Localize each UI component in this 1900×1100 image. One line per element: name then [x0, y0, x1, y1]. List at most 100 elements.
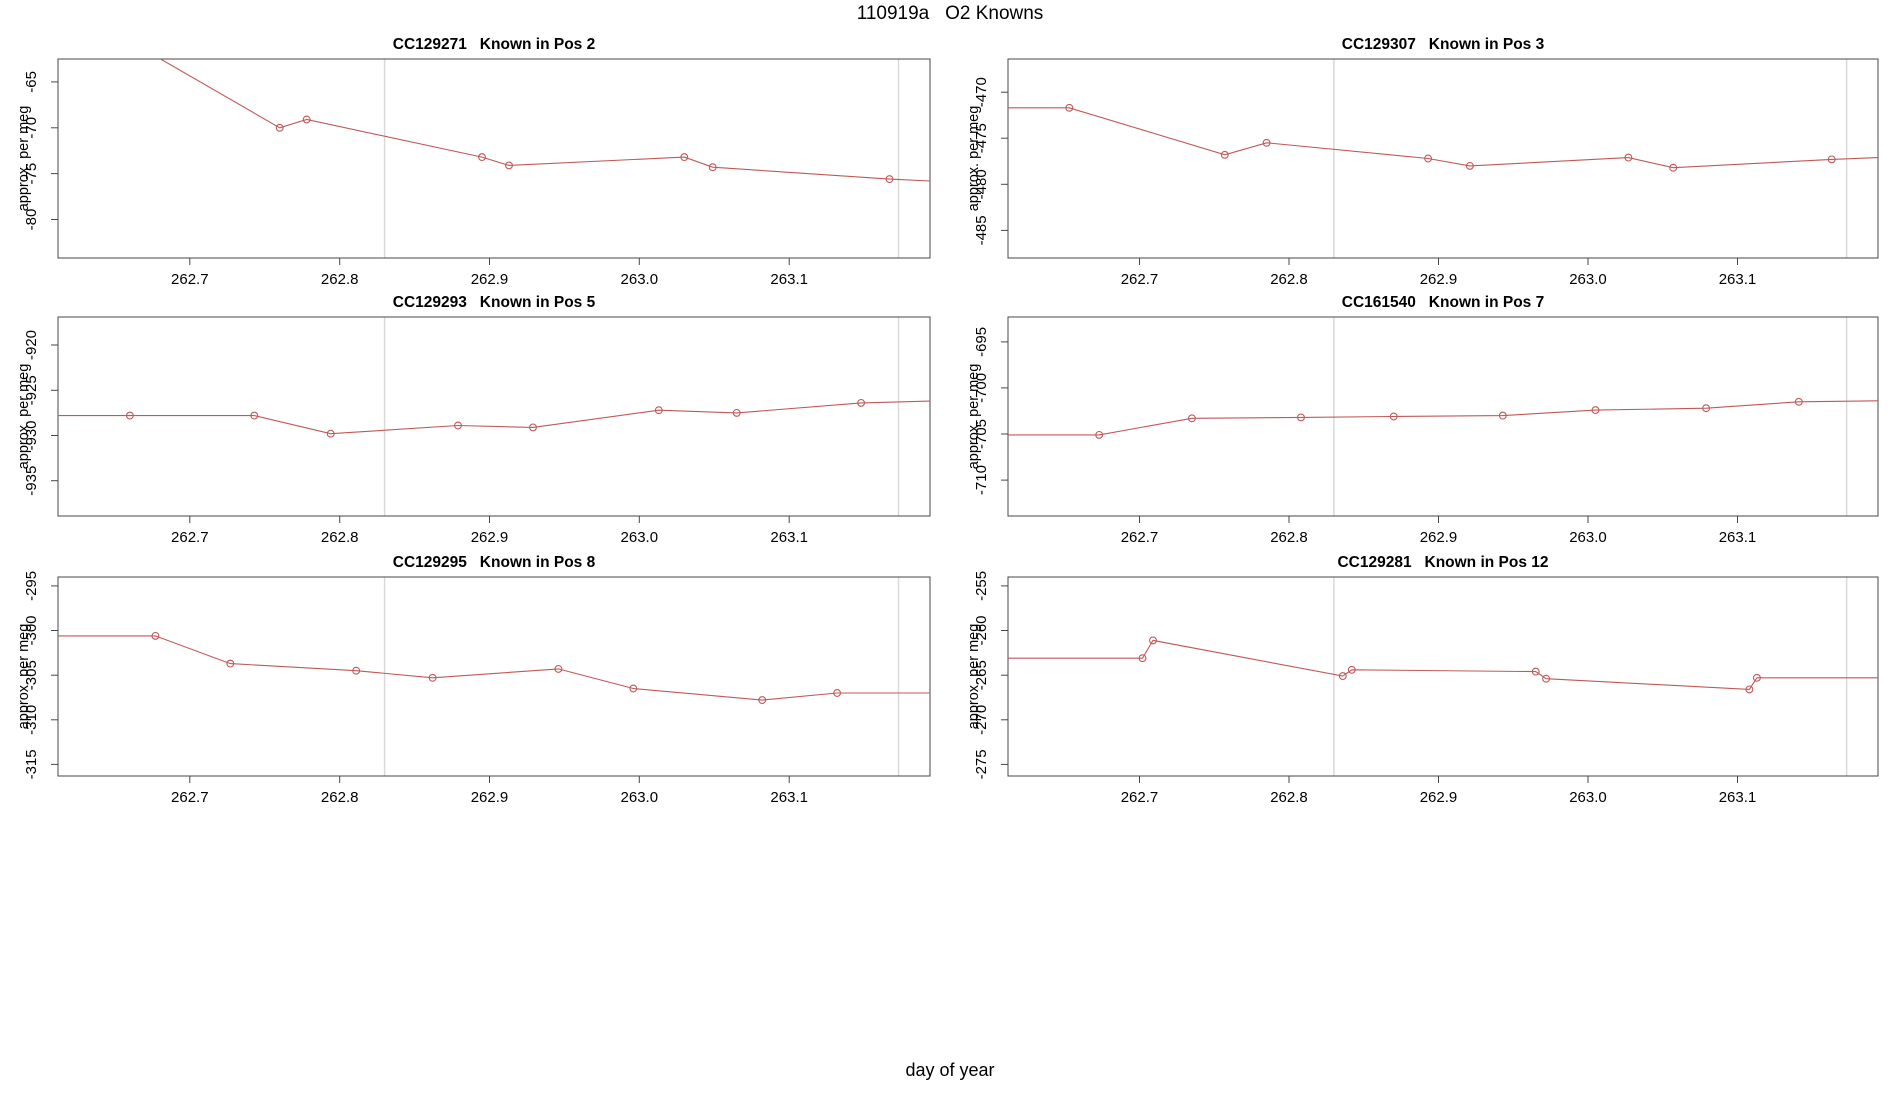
- y-tick-label: -300: [23, 615, 40, 645]
- series-line: [1008, 639, 1878, 690]
- y-tick-label: -305: [23, 660, 40, 690]
- series-line: [58, 400, 930, 435]
- y-tick-label: -80: [23, 209, 40, 231]
- data-point: [1702, 404, 1711, 413]
- subplot-CC129295: 262.7 262.8 262.9 263.0 263.1 -295 -300 -305 -31…: [16, 554, 931, 806]
- data-point: [885, 175, 894, 184]
- y-axis-title: approx. per meg: [16, 364, 32, 470]
- y-tick-label: -925: [23, 375, 40, 405]
- plot-box: [57, 316, 931, 517]
- subplot-title: CC129307 Known in Pos 3: [1342, 36, 1545, 53]
- data-point: [1752, 673, 1761, 682]
- series-line: [1008, 107, 1878, 169]
- y-tick-label: -270: [973, 705, 990, 735]
- data-point: [1138, 654, 1147, 663]
- y-tick-label: -265: [973, 660, 990, 690]
- y-tick-label: -470: [973, 77, 990, 107]
- y-tick-label: -480: [973, 169, 990, 199]
- data-point: [1591, 406, 1600, 415]
- data-point: [428, 673, 437, 682]
- x-tick-label: 263.1: [770, 271, 808, 288]
- data-point: [1262, 138, 1271, 147]
- data-point: [1794, 397, 1803, 406]
- y-tick-label: -315: [23, 749, 40, 779]
- x-tick-label: 262.9: [1420, 529, 1458, 546]
- data-point: [1389, 412, 1398, 421]
- y-tick-label: -485: [973, 215, 990, 245]
- data-point: [732, 408, 741, 417]
- plot-box: [1007, 576, 1879, 777]
- x-tick-label: 262.7: [171, 271, 209, 288]
- data-point: [758, 696, 767, 705]
- plot-box: [1007, 58, 1879, 259]
- data-point: [708, 163, 717, 172]
- y-axis-title: approx. per meg: [16, 624, 32, 730]
- y-axis-title: approx. per meg: [16, 106, 32, 212]
- plot-box: [57, 576, 931, 777]
- data-point: [1347, 665, 1356, 674]
- x-tick-label: 263.0: [1569, 271, 1607, 288]
- x-tick-label: 262.7: [1121, 529, 1159, 546]
- x-tick-label: 262.8: [1270, 529, 1308, 546]
- x-tick-label: 262.9: [1420, 271, 1458, 288]
- y-tick-label: -705: [973, 419, 990, 449]
- x-tick-label: 263.0: [621, 529, 659, 546]
- data-point: [1745, 685, 1754, 694]
- x-axis-label: day of year: [905, 1060, 995, 1080]
- data-point: [352, 666, 361, 675]
- y-tick-label: -710: [973, 465, 990, 495]
- series-line: [58, 635, 930, 701]
- data-point: [275, 123, 284, 132]
- x-tick-label: 262.9: [471, 271, 509, 288]
- data-point: [250, 411, 259, 420]
- y-tick-label: -70: [23, 117, 40, 139]
- data-point: [326, 429, 335, 438]
- x-tick-label: 263.1: [1719, 529, 1757, 546]
- y-tick-label: -260: [973, 615, 990, 645]
- y-tick-label: -935: [23, 466, 40, 496]
- x-tick-label: 263.1: [770, 529, 808, 546]
- y-tick-label: -700: [973, 373, 990, 403]
- series-line: [1008, 400, 1878, 436]
- x-tick-label: 263.0: [1569, 789, 1607, 806]
- data-point: [1531, 667, 1540, 676]
- data-point: [454, 421, 462, 430]
- subplot-title: CC129281 Known in Pos 12: [1337, 554, 1548, 571]
- data-point: [529, 423, 537, 432]
- y-axis-title: approx. per meg: [966, 364, 982, 470]
- data-point: [629, 684, 638, 693]
- x-tick-label: 262.8: [321, 529, 359, 546]
- y-tick-label: -275: [973, 749, 990, 779]
- data-point: [1624, 153, 1633, 162]
- x-tick-label: 263.0: [1569, 529, 1607, 546]
- subplot-title: CC129293 Known in Pos 5: [393, 294, 596, 311]
- plot-box: [1007, 316, 1879, 517]
- data-point: [1338, 672, 1347, 681]
- figure-title: 110919a O2 Knowns: [856, 3, 1044, 24]
- subplot-title: CC129271 Known in Pos 2: [393, 36, 595, 53]
- x-tick-label: 263.1: [1719, 789, 1757, 806]
- data-point: [478, 153, 486, 162]
- y-tick-label: -930: [23, 420, 40, 450]
- y-tick-label: -65: [23, 71, 40, 93]
- data-point: [1424, 154, 1433, 163]
- x-tick-label: 262.7: [171, 529, 209, 546]
- y-tick-label: -920: [23, 330, 40, 360]
- subplot-CC129293: 262.7 262.8 262.9 263.0 263.1 -920 -925 -930 -93…: [16, 294, 931, 546]
- data-point: [1297, 413, 1305, 422]
- subplot-CC129271: 262.7 262.8 262.9 263.0 263.1 -65 -70 -75 -80app…: [16, 36, 931, 288]
- x-tick-label: 262.7: [1121, 271, 1159, 288]
- data-point: [1827, 155, 1836, 164]
- series-line: [159, 59, 930, 182]
- data-point: [226, 659, 235, 668]
- data-point: [1542, 674, 1551, 683]
- data-point: [833, 689, 842, 697]
- y-tick-label: -75: [23, 163, 40, 185]
- data-point: [302, 115, 311, 124]
- y-tick-label: -255: [973, 571, 990, 601]
- data-point: [125, 411, 134, 420]
- x-tick-label: 262.9: [1420, 789, 1458, 806]
- x-tick-label: 262.8: [321, 789, 359, 806]
